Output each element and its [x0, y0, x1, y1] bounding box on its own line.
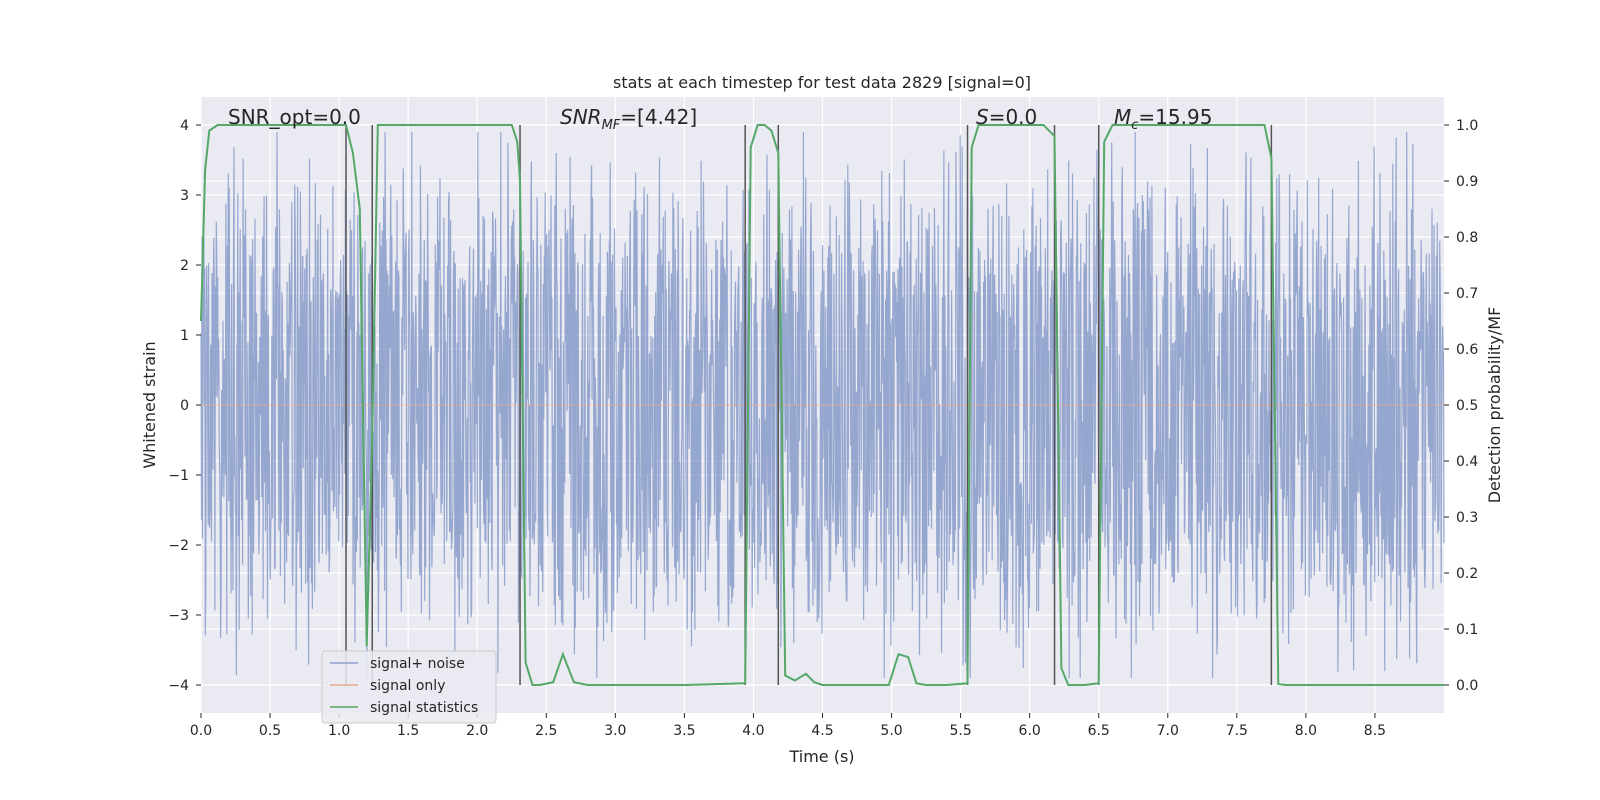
x-tick-label: 7.5: [1226, 723, 1248, 739]
x-tick-label: 8.5: [1364, 723, 1386, 739]
x-tick-label: 6.0: [1019, 723, 1041, 739]
legend-box: [321, 650, 497, 724]
annotations: SNR_opt=0.0 SNRMF=[4.42] S=0.0 Mc=15.95: [228, 105, 1212, 133]
x-tick-label: 3.0: [604, 723, 626, 739]
x-tick-label: 4.0: [742, 723, 764, 739]
annotation-s: S=0.0: [976, 105, 1037, 129]
y-left-tick-label: −3: [168, 608, 189, 624]
y-right-tick-label: 0.5: [1456, 398, 1478, 414]
x-tick-label: 1.0: [328, 723, 350, 739]
noise-trace: [200, 131, 1445, 679]
statistics-line: [200, 124, 1444, 686]
y-left-axis-label: Whitened strain: [140, 341, 159, 468]
x-tick-labels: 0.0 0.5 1.0 1.5 2.0 2.5 3.0 3.5 4.0 4.5 5.0 5.5 6.0 6…: [190, 713, 1386, 739]
x-tick-label: 8.0: [1295, 723, 1317, 739]
y-right-tick-label: 0.3: [1456, 510, 1478, 526]
legend-label-statistics: signal statistics: [370, 700, 478, 716]
x-tick-label: 0.0: [190, 723, 212, 739]
x-tick-label: 4.5: [811, 723, 833, 739]
legend-label-signal-only: signal only: [370, 678, 445, 694]
legend-label-noise: signal+ noise: [370, 656, 465, 672]
x-tick-label: 0.5: [259, 723, 281, 739]
noise-series: [200, 131, 1445, 679]
y-right-tick-label: 0.1: [1456, 622, 1478, 638]
y-right-tick-label: 0.9: [1456, 174, 1478, 190]
y-right-tick-label: 0.4: [1456, 454, 1478, 470]
y-right-tick-label: 0.8: [1456, 230, 1478, 246]
y-left-tick-label: −1: [168, 468, 189, 484]
x-tick-label: 1.5: [397, 723, 419, 739]
y-right-tick-label: 0.0: [1456, 678, 1478, 694]
y-right-tick-labels: 1.0 0.9 0.8 0.7 0.6 0.5 0.4 0.3 0.2 0.1 0.0: [1444, 118, 1478, 694]
y-right-tick-label: 1.0: [1456, 118, 1478, 134]
x-tick-label: 2.0: [466, 723, 488, 739]
x-tick-label: 6.5: [1088, 723, 1110, 739]
y-right-axis-label: Detection probability/MF: [1485, 307, 1504, 504]
x-tick-label: 7.0: [1157, 723, 1179, 739]
y-right-tick-label: 0.7: [1456, 286, 1478, 302]
y-right-tick-label: 0.6: [1456, 342, 1478, 358]
y-left-tick-labels: 4 3 2 1 0 −1 −2 −3 −4: [168, 118, 201, 694]
annotation-snr-opt: SNR_opt=0.0: [228, 105, 361, 129]
y-left-tick-label: 0: [180, 398, 189, 414]
legend: signal+ noise signal only signal statist…: [321, 650, 497, 724]
y-right-tick-label: 0.2: [1456, 566, 1478, 582]
annotation-mc: Mc=15.95: [1114, 105, 1212, 133]
y-left-tick-label: −2: [168, 538, 189, 554]
y-left-tick-label: 4: [180, 118, 189, 134]
y-left-tick-label: 1: [180, 328, 189, 344]
annotation-snr-mf: SNRMF=[4.42]: [560, 105, 697, 133]
x-tick-label: 5.0: [880, 723, 902, 739]
x-tick-label: 5.5: [949, 723, 971, 739]
y-left-tick-label: 3: [180, 188, 189, 204]
y-left-tick-label: 2: [180, 258, 189, 274]
x-tick-label: 2.5: [535, 723, 557, 739]
chart-title: stats at each timestep for test data 282…: [613, 73, 1031, 92]
x-tick-label: 3.5: [673, 723, 695, 739]
x-axis-label: Time (s): [788, 747, 854, 766]
statistics-series: [200, 124, 1444, 686]
y-left-tick-label: −4: [168, 678, 189, 694]
